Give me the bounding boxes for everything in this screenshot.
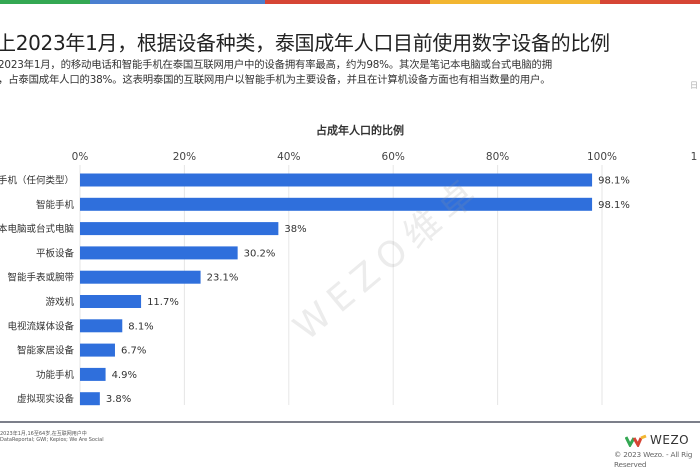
category-label: 智能手表或腕带 (7, 272, 74, 284)
brand-stripe-green (0, 0, 90, 4)
side-text: 日 (690, 81, 698, 90)
data-label: 11.7% (147, 297, 179, 308)
brand-stripe-red (265, 0, 430, 4)
category-label: 游戏机 (45, 296, 74, 308)
copyright-line-1: © 2023 Wezo. - All Rig (614, 450, 693, 459)
subtitle-line-1: 2023年1月，的移动电话和智能手机在泰国互联网用户中的设备拥有率最高，约为98… (0, 59, 552, 71)
brand-stripe-red-2 (600, 0, 700, 4)
data-label: 98.1% (598, 200, 630, 211)
category-label: 电视流媒体设备 (7, 320, 74, 332)
bar-chart: 0% 20% 40% 60% 80% 100% 1 手机（任何类型） 98.1% 智能手机 98.1… (0, 151, 698, 406)
copyright-line-2: Reserved (614, 460, 647, 469)
data-label: 30.2% (244, 248, 276, 259)
x-tick-label: 60% (382, 151, 405, 163)
x-tick-label: 0% (72, 151, 89, 163)
bar (80, 367, 106, 381)
bar (80, 392, 100, 406)
footer-source: DataReportal; GWI; Kepios; We Are Social (0, 437, 104, 443)
bar (80, 197, 593, 211)
category-label: 平板设备 (36, 247, 75, 259)
category-label: 手机（任何类型） (0, 175, 74, 187)
data-label: 8.1% (128, 321, 153, 332)
category-label: 虚拟现实设备 (17, 393, 75, 405)
bar (80, 343, 115, 357)
x-tick-label: 1 (691, 151, 698, 163)
category-label: 智能手机 (36, 199, 75, 211)
data-label: 3.8% (106, 394, 131, 405)
x-tick-label: 20% (173, 151, 196, 163)
wezo-logo: WEZO (625, 433, 689, 447)
x-tick-label: 40% (277, 151, 300, 163)
category-label: 智能家居设备 (17, 345, 75, 357)
data-label: 6.7% (121, 346, 146, 357)
bar (80, 270, 201, 284)
logo-text: WEZO (650, 433, 690, 447)
x-tick-label: 100% (587, 151, 617, 163)
brand-color-bar (0, 0, 700, 4)
subtitle-line-2: ，占泰国成年人口的38%。这表明泰国的互联网用户以智能手机为主要设备，并且在计算… (0, 74, 551, 86)
bar (80, 295, 142, 308)
footer-divider (0, 421, 700, 423)
wezo-logo-icon (625, 434, 647, 447)
data-label: 38% (284, 224, 306, 235)
data-label: 4.9% (112, 370, 137, 381)
bar (80, 173, 593, 187)
data-label: 98.1% (598, 176, 630, 187)
brand-stripe-blue (90, 0, 265, 4)
chart-title: 占成年人口的比例 (316, 124, 404, 137)
category-label: 功能手机 (36, 369, 75, 381)
bar (80, 246, 238, 260)
bar (80, 319, 123, 333)
bar (80, 222, 279, 236)
category-label: 本电脑或台式电脑 (0, 223, 74, 235)
data-label: 23.1% (207, 273, 239, 284)
x-tick-label: 80% (486, 151, 509, 163)
footer-note-1: 2023年1月,16至64岁,在互联网用户中 (0, 431, 87, 437)
brand-stripe-yellow (430, 0, 600, 4)
page-title: 上2023年1月，根据设备种类，泰国成年人口目前使用数字设备的比例 (0, 31, 610, 55)
